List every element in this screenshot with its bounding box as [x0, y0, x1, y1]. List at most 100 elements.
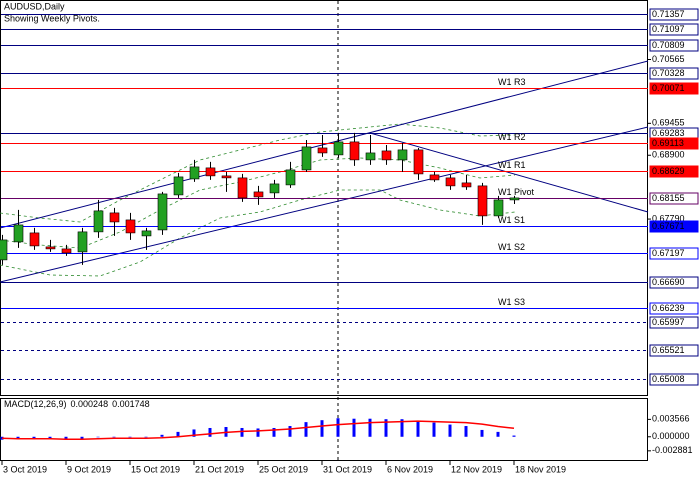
macd-bar	[416, 420, 420, 437]
levels: W1 R3 W1 R2 W1 R1 W1 Pivot W1 S1 W1 S2 W1 S3	[1, 14, 648, 380]
candle-body	[317, 147, 328, 154]
pivot-name: W1 S1	[498, 215, 525, 225]
candle-body	[173, 176, 184, 196]
candle-body	[29, 232, 40, 247]
signal-line	[1, 420, 515, 440]
level-label-box	[649, 39, 699, 52]
level-label-box	[649, 302, 699, 315]
candle-body	[253, 191, 264, 198]
candle-body	[157, 193, 168, 231]
candles	[0, 132, 520, 265]
candle-body	[477, 185, 488, 217]
candle-body	[493, 199, 504, 217]
candle-body	[397, 149, 408, 161]
x-tick-label: 15 Oct 2019	[131, 464, 180, 474]
level-label-box	[649, 316, 699, 329]
candle-body	[125, 219, 136, 234]
level-label-box	[649, 344, 699, 357]
candle-body	[285, 169, 296, 186]
macd-bar	[96, 436, 100, 438]
indicator-label: MACD(12,26,9) 0.000248 0.001748	[4, 399, 150, 409]
pivot-name: W1 R3	[498, 77, 526, 87]
macd-bar	[512, 435, 516, 437]
candle-body	[221, 175, 232, 179]
candle-body	[269, 183, 280, 194]
pivot-name: W1 S3	[498, 297, 525, 307]
indicator-name: MACD(12,26,9)	[4, 399, 67, 409]
candle-body	[61, 248, 72, 254]
macd-bar	[256, 428, 260, 437]
candle-body	[93, 210, 104, 233]
candle-body	[509, 197, 520, 201]
level-label-box	[649, 23, 699, 36]
candle-body	[413, 149, 424, 175]
candle-body	[77, 231, 88, 253]
band-upper	[0, 123, 516, 223]
pivot-name: W1 S2	[498, 242, 525, 252]
level-label: 0.71357	[652, 9, 685, 19]
indicator-value: 0.001748	[112, 399, 150, 409]
macd-bar	[384, 419, 388, 437]
level-label: 0.69113	[652, 138, 684, 148]
macd: MACD(12,26,9) 0.000248 0.001748	[0, 399, 516, 440]
candle-body	[381, 150, 392, 161]
pivot-name: W1 R1	[498, 160, 526, 170]
candle-body	[205, 167, 216, 177]
macd-bar	[304, 422, 308, 437]
macd-bar	[112, 436, 116, 438]
candle-body	[237, 177, 248, 199]
level-label: 0.67671	[652, 221, 685, 231]
macd-bar	[144, 436, 148, 438]
level-label-box	[649, 247, 699, 260]
macd-bar	[464, 426, 468, 437]
y-tick-label: 0.67790	[652, 213, 685, 223]
candle-body	[461, 182, 472, 188]
bollinger-bands	[0, 123, 516, 277]
macd-bar	[368, 418, 372, 437]
level-label: 0.69283	[652, 128, 685, 138]
level-label: 0.65997	[652, 317, 685, 327]
level-label: 0.68155	[652, 193, 685, 203]
macd-bar	[192, 429, 196, 437]
y-tick-label: 0.70565	[652, 54, 685, 64]
candle-body	[301, 146, 312, 171]
macd-bar	[448, 424, 452, 437]
macd-bar	[80, 436, 84, 439]
x-tick-label: 6 Nov 2019	[387, 464, 433, 474]
candle-body	[365, 152, 376, 161]
candle-body	[45, 246, 56, 250]
level-label: 0.71097	[652, 24, 685, 34]
macd-bar	[176, 431, 180, 437]
chart-title: AUDUSD,Daily	[4, 1, 65, 11]
candle-body	[429, 174, 440, 181]
level-label: 0.70071	[652, 83, 685, 93]
x-tick-label: 31 Oct 2019	[323, 464, 372, 474]
candle-body	[349, 141, 360, 161]
level-label: 0.67197	[652, 248, 685, 258]
level-label: 0.70328	[652, 68, 685, 78]
level-label: 0.70809	[652, 40, 685, 50]
macd-bar	[352, 418, 356, 437]
level-label-box	[649, 165, 699, 178]
level-label-box	[649, 8, 699, 21]
x-tick-label: 25 Oct 2019	[259, 464, 308, 474]
level-label-box	[649, 276, 699, 289]
band-lower	[0, 189, 516, 277]
axis-labels: 0.70565 0.69455 0.68900 0.67790 0.71357 0.710…	[1, 8, 699, 474]
level-label-box	[649, 220, 699, 233]
level-label: 0.66690	[652, 277, 685, 287]
macd-bar	[336, 418, 340, 437]
trendline-lower	[0, 126, 649, 283]
macd-bar	[480, 429, 484, 437]
macd-bar	[160, 434, 164, 437]
macd-pane	[0, 398, 648, 461]
x-tick-label: 12 Nov 2019	[451, 464, 502, 474]
level-label: 0.66239	[652, 303, 685, 313]
level-label-box	[649, 82, 699, 95]
y-tick-label: 0.000000	[652, 431, 690, 441]
pivot-name: W1 R2	[498, 132, 526, 142]
candle-body	[333, 141, 344, 156]
x-tick-label: 9 Oct 2019	[67, 464, 111, 474]
x-tick-label: 18 Nov 2019	[515, 464, 566, 474]
